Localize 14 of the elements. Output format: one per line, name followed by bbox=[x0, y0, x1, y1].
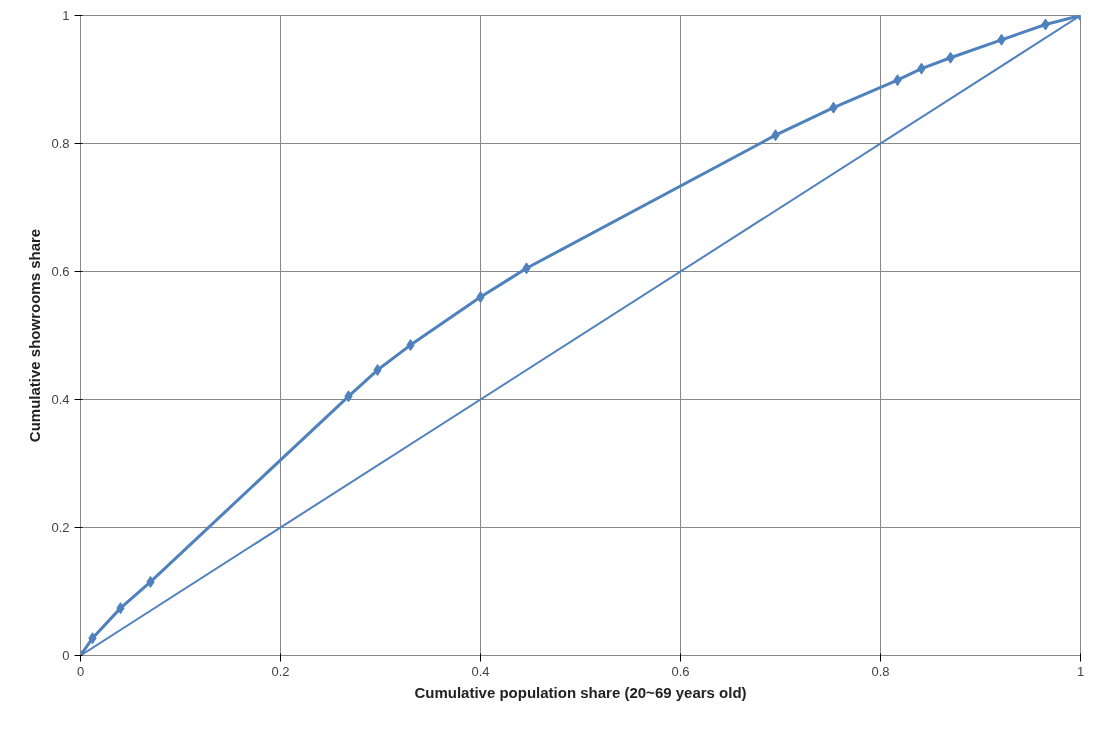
x-tick-label: 0.2 bbox=[271, 663, 290, 679]
x-tick-label: 0.8 bbox=[871, 663, 890, 679]
x-tick-label: 1 bbox=[1076, 663, 1085, 679]
x-axis-title: Cumulative population share (20~69 years old) bbox=[414, 683, 747, 701]
x-tick-label: 0 bbox=[76, 663, 85, 679]
x-tick-label: 0.6 bbox=[671, 663, 690, 679]
y-tick-label: 1 bbox=[62, 8, 70, 23]
y-tick-label: 0.8 bbox=[51, 136, 70, 151]
y-axis-title: Cumulative showrooms share bbox=[26, 228, 44, 443]
y-tick-label: 0.2 bbox=[51, 520, 70, 535]
y-tick-label: 0.4 bbox=[51, 392, 70, 407]
y-tick-label: 0 bbox=[62, 648, 70, 663]
x-tick-label: 0.4 bbox=[471, 663, 490, 679]
y-tick-label: 0.6 bbox=[51, 264, 70, 279]
